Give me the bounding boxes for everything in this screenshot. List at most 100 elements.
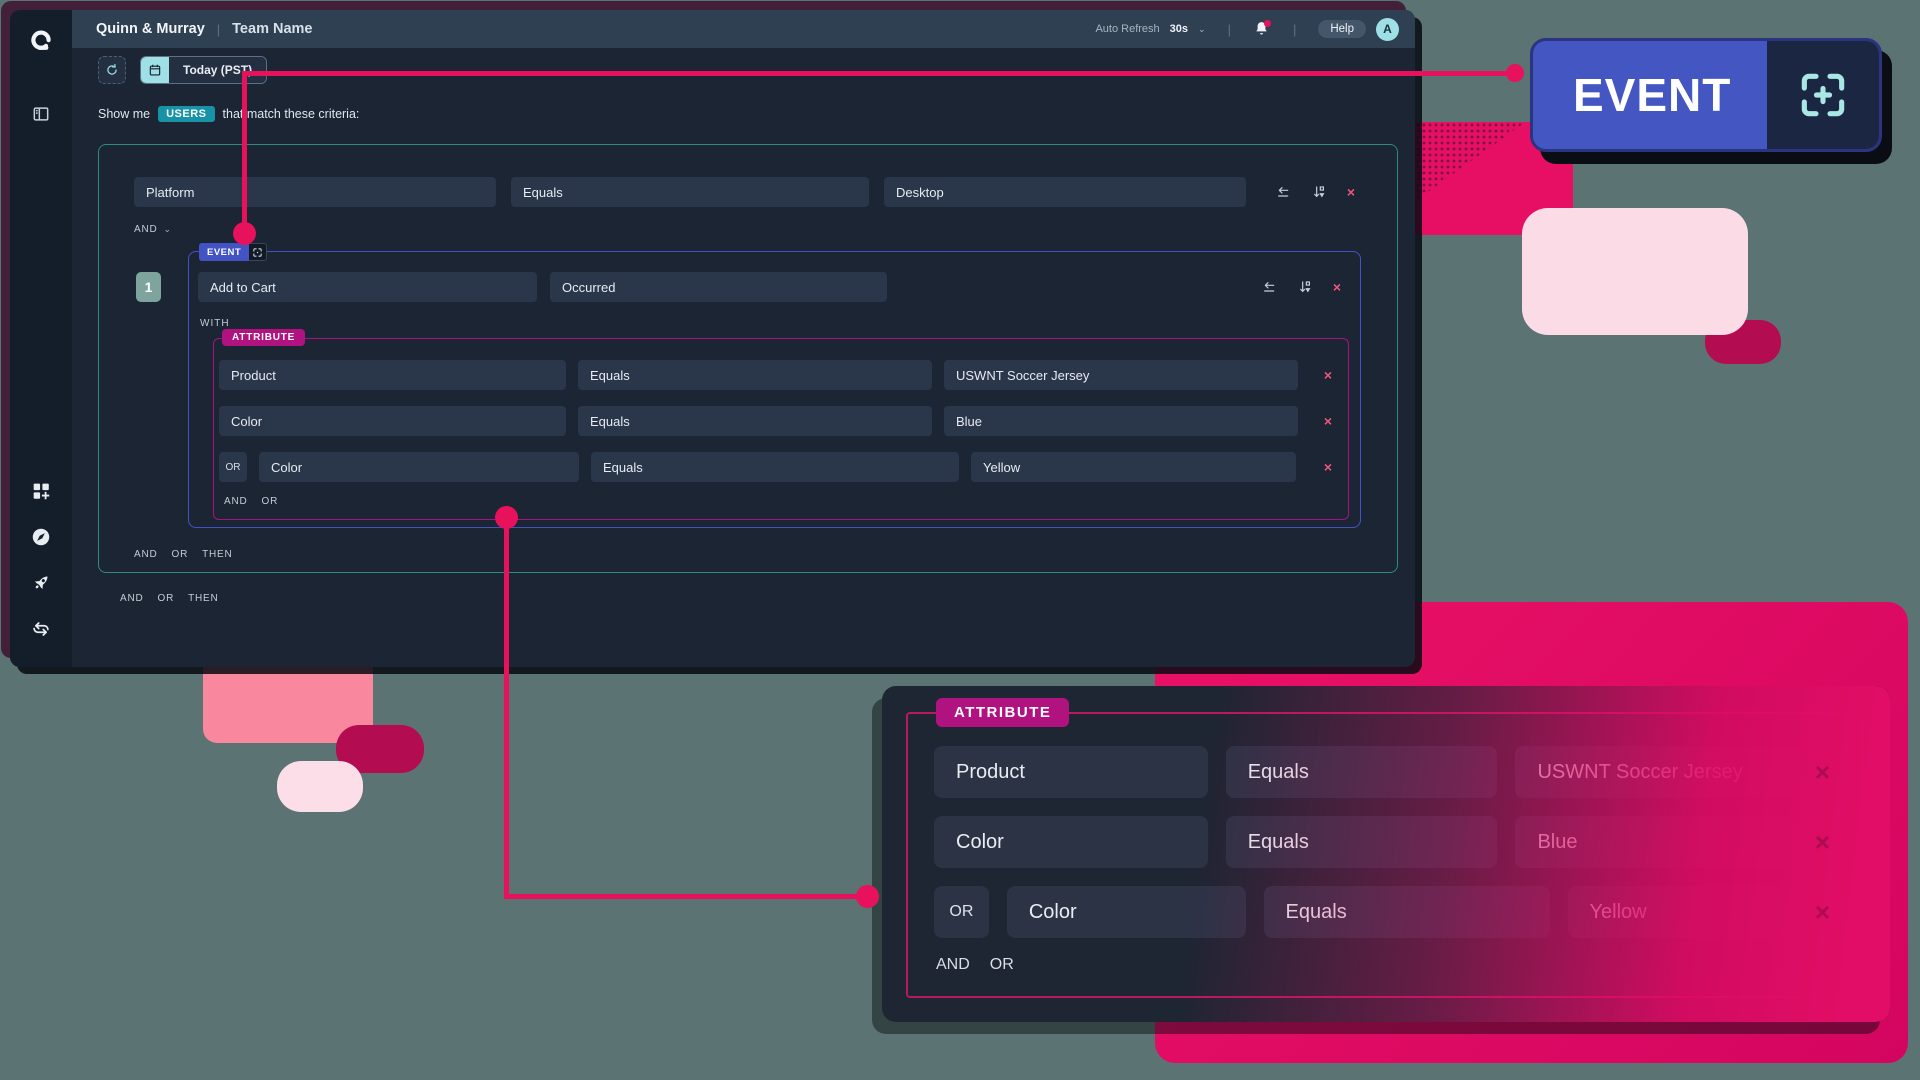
logic-operator-dropdown[interactable]: AND ⌄ bbox=[134, 224, 1397, 235]
zoom-operator: Equals bbox=[1225, 816, 1498, 868]
zoom-field: Color bbox=[1006, 886, 1246, 938]
attribute-field-select[interactable]: Color bbox=[219, 406, 566, 436]
event-callout-label: EVENT bbox=[1573, 69, 1732, 121]
panel-layout-icon[interactable] bbox=[29, 102, 53, 126]
filter-operator-select[interactable]: Equals bbox=[511, 177, 869, 207]
zoom-field: Color bbox=[934, 816, 1208, 868]
zoom-value: USWNT Soccer Jersey bbox=[1515, 746, 1797, 798]
rocket-icon[interactable] bbox=[29, 571, 53, 595]
attribute-value-select[interactable]: Yellow bbox=[971, 452, 1296, 482]
connector-dot-attr-end bbox=[856, 885, 879, 908]
sort-icon[interactable] bbox=[1311, 184, 1327, 200]
sidebar bbox=[10, 10, 72, 667]
segment-group: Platform Equals Desktop bbox=[98, 144, 1398, 573]
sort-icon[interactable] bbox=[1297, 279, 1313, 295]
event-zoom-callout: EVENT bbox=[1530, 38, 1882, 152]
help-button[interactable]: Help bbox=[1318, 20, 1366, 38]
zoom-or-label: OR bbox=[989, 956, 1014, 973]
close-icon[interactable]: × bbox=[1323, 367, 1332, 383]
add-or-link[interactable]: OR bbox=[157, 593, 175, 604]
zoom-operator: Equals bbox=[1225, 746, 1498, 798]
deco-lightpink-card bbox=[1522, 208, 1748, 335]
connector-line-event-h bbox=[242, 71, 1514, 76]
attribute-operator-select[interactable]: Equals bbox=[578, 406, 932, 436]
chevron-down-icon[interactable]: ⌄ bbox=[1198, 23, 1206, 34]
event-badge-label: EVENT bbox=[199, 243, 250, 261]
add-or-link[interactable]: OR bbox=[261, 496, 279, 507]
grid-add-icon[interactable] bbox=[29, 479, 53, 503]
attribute-value-select[interactable]: USWNT Soccer Jersey bbox=[944, 360, 1298, 390]
crop-frame-icon bbox=[1767, 41, 1879, 149]
connector-dot-attr-top bbox=[495, 506, 518, 529]
zoom-value: Blue bbox=[1515, 816, 1797, 868]
connector-line-attr-h bbox=[504, 894, 866, 899]
app-logo[interactable] bbox=[29, 28, 53, 52]
event-badge[interactable]: EVENT bbox=[199, 243, 268, 261]
zoom-and-label: AND bbox=[936, 956, 970, 973]
event-group: 1 EVENT Add to Cart Occurred bbox=[136, 243, 1361, 528]
connector-dot-event bbox=[233, 222, 256, 245]
connector-line-attr-v bbox=[504, 517, 509, 899]
avatar[interactable]: A bbox=[1376, 17, 1399, 41]
calendar-icon bbox=[141, 57, 169, 83]
or-chip[interactable]: OR bbox=[219, 452, 247, 482]
add-then-link[interactable]: THEN bbox=[202, 549, 233, 560]
divider: | bbox=[216, 21, 221, 37]
attribute-field-select[interactable]: Color bbox=[259, 452, 579, 482]
zoom-attribute-row-or: OR Color Equals Yellow × bbox=[934, 886, 1862, 938]
event-occurrence-select[interactable]: Occurred bbox=[550, 272, 887, 302]
attribute-value-select[interactable]: Blue bbox=[944, 406, 1298, 436]
event-name-select[interactable]: Add to Cart bbox=[198, 272, 537, 302]
date-range-picker[interactable]: Today (PST) bbox=[140, 56, 268, 84]
divider: | bbox=[1292, 21, 1297, 37]
close-icon[interactable]: × bbox=[1323, 413, 1332, 429]
criteria-prefix: Show me bbox=[98, 107, 151, 121]
close-icon[interactable]: × bbox=[1323, 459, 1332, 475]
criteria-sentence: Show me USERS that match these criteria: bbox=[98, 106, 1415, 122]
expand-icon[interactable] bbox=[249, 243, 268, 261]
add-and-link[interactable]: AND bbox=[120, 593, 144, 604]
auto-refresh-value[interactable]: 30s bbox=[1169, 23, 1189, 35]
connector-dot-callout bbox=[1506, 64, 1524, 82]
event-row: Add to Cart Occurred bbox=[189, 272, 1360, 302]
attribute-row: Product Equals USWNT Soccer Jersey × bbox=[219, 360, 1348, 390]
toolbar: Today (PST) bbox=[72, 48, 1415, 92]
close-icon: × bbox=[1814, 757, 1830, 787]
attribute-row: Color Equals Blue × bbox=[219, 406, 1348, 436]
zoom-attribute-row: Color Equals Blue × bbox=[934, 816, 1862, 868]
repeat-icon[interactable] bbox=[29, 617, 53, 641]
undo-icon[interactable] bbox=[1261, 279, 1277, 295]
attribute-badge[interactable]: ATTRIBUTE bbox=[222, 329, 306, 346]
attribute-operator-select[interactable]: Equals bbox=[578, 360, 932, 390]
filter-field-select[interactable]: Platform bbox=[134, 177, 496, 207]
notifications-bell-icon[interactable] bbox=[1253, 20, 1271, 38]
zoom-field: Product bbox=[934, 746, 1208, 798]
add-and-link[interactable]: AND bbox=[134, 549, 158, 560]
close-icon: × bbox=[1814, 827, 1830, 857]
close-icon[interactable]: × bbox=[1332, 279, 1341, 295]
criteria-suffix: that match these criteria: bbox=[222, 107, 360, 121]
add-then-link[interactable]: THEN bbox=[188, 593, 219, 604]
close-icon: × bbox=[1814, 897, 1830, 927]
notification-dot bbox=[1263, 20, 1271, 27]
divider: | bbox=[1227, 21, 1231, 37]
team-name[interactable]: Team Name bbox=[232, 21, 313, 37]
top-bar: Quinn & Murray | Team Name Auto Refresh … bbox=[72, 10, 1415, 48]
platform-filter-row: Platform Equals Desktop bbox=[134, 177, 1397, 207]
query-builder: Show me USERS that match these criteria:… bbox=[72, 92, 1415, 667]
brand-name: Quinn & Murray bbox=[96, 21, 205, 37]
attribute-operator-select[interactable]: Equals bbox=[591, 452, 959, 482]
attribute-group: ATTRIBUTE Product Equals USWNT Soccer Je… bbox=[213, 329, 1349, 520]
refresh-button[interactable] bbox=[98, 56, 126, 84]
attribute-zoom-group: ATTRIBUTE Product Equals USWNT Soccer Je… bbox=[906, 698, 1864, 998]
add-and-link[interactable]: AND bbox=[224, 496, 248, 507]
close-icon[interactable]: × bbox=[1346, 184, 1355, 200]
filter-value-select[interactable]: Desktop bbox=[884, 177, 1246, 207]
attribute-field-select[interactable]: Product bbox=[219, 360, 566, 390]
subject-badge[interactable]: USERS bbox=[158, 106, 215, 122]
add-or-link[interactable]: OR bbox=[171, 549, 189, 560]
undo-icon[interactable] bbox=[1275, 184, 1291, 200]
and-label: AND bbox=[134, 224, 158, 235]
compass-icon[interactable] bbox=[29, 525, 53, 549]
zoom-attribute-row: Product Equals USWNT Soccer Jersey × bbox=[934, 746, 1862, 798]
